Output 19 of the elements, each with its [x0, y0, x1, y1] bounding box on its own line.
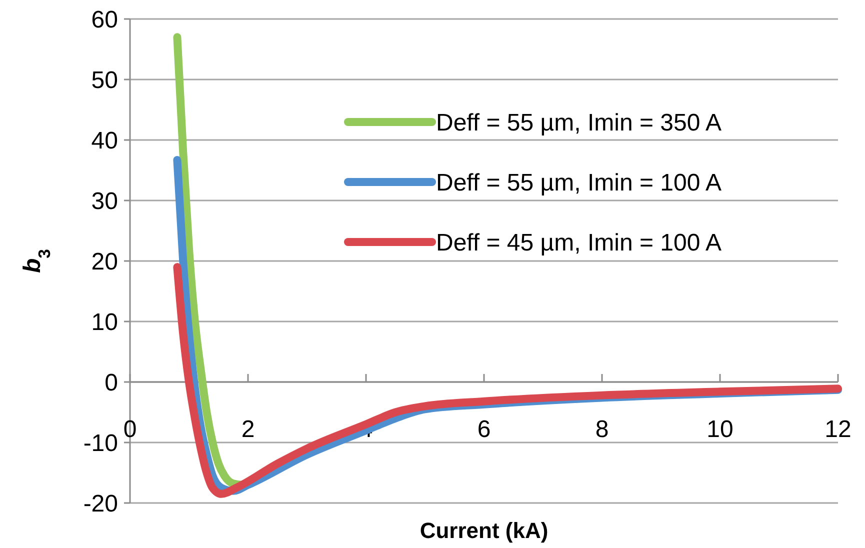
x-tick-label: 2 — [241, 416, 255, 443]
legend-label: Deff = 55 µm, Imin = 100 A — [436, 169, 722, 196]
x-tick-label: 0 — [123, 416, 137, 443]
legend-label: Deff = 55 µm, Imin = 350 A — [436, 109, 722, 136]
y-tick-label: -20 — [83, 490, 118, 518]
y-tick-label: 30 — [91, 188, 118, 215]
y-tick-label: 60 — [91, 6, 118, 34]
y-tick-label: 20 — [91, 248, 118, 276]
x-tick-label: 8 — [595, 416, 609, 443]
y-tick-label: 40 — [91, 127, 118, 154]
legend-label: Deff = 45 µm, Imin = 100 A — [436, 229, 722, 256]
x-tick-label: 12 — [824, 416, 852, 443]
y-tick-label: 0 — [104, 369, 118, 396]
x-axis-title: Current (kA) — [420, 518, 548, 543]
y-tick-label: 50 — [91, 66, 118, 94]
x-tick-label: 10 — [706, 416, 734, 443]
y-tick-label: -10 — [83, 430, 118, 457]
x-tick-label: 6 — [477, 416, 491, 443]
y-tick-label: 10 — [91, 308, 118, 336]
